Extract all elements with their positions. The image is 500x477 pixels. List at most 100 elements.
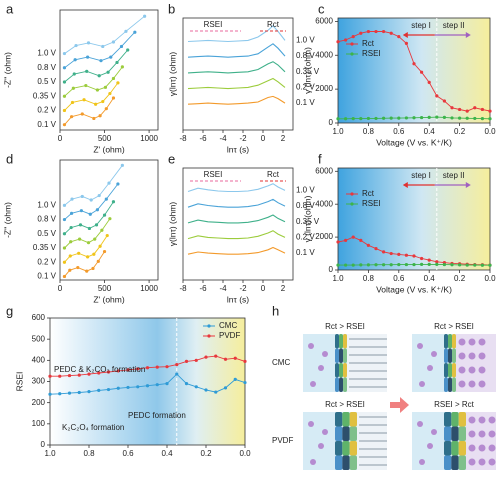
data-point xyxy=(336,40,340,44)
condition-label: Rct > RSEI xyxy=(325,400,365,409)
data-point xyxy=(111,40,116,44)
data-point xyxy=(243,359,247,363)
data-point xyxy=(108,91,112,96)
data-point xyxy=(86,55,90,59)
data-point xyxy=(58,374,62,378)
transition-arrow xyxy=(390,397,409,413)
data-point xyxy=(233,377,237,381)
x-tick-label: 1000 xyxy=(140,134,158,143)
k-ion xyxy=(488,444,496,452)
data-point xyxy=(96,259,100,263)
sei-particle xyxy=(342,441,350,456)
data-point xyxy=(465,263,469,267)
data-point xyxy=(62,94,67,98)
x-tick-label: 500 xyxy=(98,134,112,143)
ion xyxy=(419,459,425,465)
data-point xyxy=(116,386,120,390)
data-point xyxy=(458,107,462,112)
k-ion xyxy=(458,380,466,388)
ion xyxy=(419,381,425,387)
data-point xyxy=(427,115,431,120)
sei-particle xyxy=(335,377,339,392)
data-point xyxy=(336,117,340,121)
data-point xyxy=(374,263,378,267)
data-point xyxy=(48,374,52,378)
x-tick-label: 0.0 xyxy=(484,274,496,283)
panel-letter: b xyxy=(168,1,175,16)
data-point xyxy=(94,102,98,106)
data-point xyxy=(175,362,179,367)
sei-particle xyxy=(349,426,357,441)
panel-letter: d xyxy=(6,151,13,166)
k-ion xyxy=(468,338,476,346)
sei-particle xyxy=(448,348,452,363)
panel-letter: a xyxy=(6,1,14,16)
data-point xyxy=(85,69,89,73)
series-line xyxy=(64,218,111,249)
data-point xyxy=(473,106,477,110)
data-point xyxy=(389,263,393,267)
series-line xyxy=(64,66,123,97)
series-line xyxy=(187,198,286,208)
x-tick-label: 1.0 xyxy=(332,127,344,136)
data-point xyxy=(109,55,113,59)
data-point xyxy=(97,193,101,198)
sei-particle xyxy=(349,455,357,470)
data-point xyxy=(62,66,67,70)
sei-particle xyxy=(451,412,459,427)
legend-label: Rct xyxy=(362,189,375,198)
sei-particle xyxy=(452,377,456,392)
plot-frame xyxy=(337,167,491,271)
data-point xyxy=(480,263,484,267)
sei-particle xyxy=(339,348,343,363)
x-tick-label: -6 xyxy=(199,284,207,293)
data-point xyxy=(427,262,431,267)
sei-particle xyxy=(458,412,466,427)
y-tick-label: 200 xyxy=(32,398,46,407)
sei-particle xyxy=(335,334,339,349)
data-point xyxy=(71,86,75,90)
x-tick-label: 0.4 xyxy=(424,274,436,283)
sei-particle xyxy=(335,455,343,470)
y-tick-label: 400 xyxy=(32,355,46,364)
data-point xyxy=(69,115,74,119)
sei-particle xyxy=(458,441,466,456)
data-point xyxy=(214,354,218,358)
sei-particle xyxy=(452,363,456,378)
x-tick-label: 1000 xyxy=(140,284,158,293)
ion xyxy=(427,365,433,371)
row-label: PVDF xyxy=(272,436,293,445)
ion xyxy=(318,443,324,449)
ion xyxy=(322,351,328,357)
data-point xyxy=(87,372,91,376)
k-ion xyxy=(458,352,466,360)
data-point xyxy=(79,209,83,213)
data-point xyxy=(155,365,159,369)
data-point xyxy=(104,107,108,111)
series-label: 1.0 V xyxy=(296,186,315,195)
data-point xyxy=(88,212,92,216)
data-point xyxy=(116,369,120,373)
x-tick-label: -2 xyxy=(239,284,247,293)
ion xyxy=(431,429,437,435)
sei-particle xyxy=(452,348,456,363)
y-tick-label: 0 xyxy=(329,118,334,127)
sei-particle xyxy=(343,348,347,363)
series-line xyxy=(187,230,286,240)
sei-particle xyxy=(335,363,339,378)
annotation: PEDC & K₂CO₃ formation xyxy=(54,365,145,374)
sei-particle xyxy=(349,441,357,456)
ion xyxy=(322,429,328,435)
data-point xyxy=(442,99,446,103)
k-ion xyxy=(478,366,486,374)
data-point xyxy=(86,41,91,45)
data-point xyxy=(412,62,416,66)
data-point xyxy=(80,194,84,199)
background-shading xyxy=(50,318,245,445)
data-point xyxy=(97,74,101,78)
x-tick-label: 0.6 xyxy=(393,127,405,136)
legend-marker xyxy=(207,334,211,338)
x-tick-label: 0 xyxy=(58,134,63,143)
data-point xyxy=(374,116,378,121)
data-point xyxy=(116,81,120,85)
